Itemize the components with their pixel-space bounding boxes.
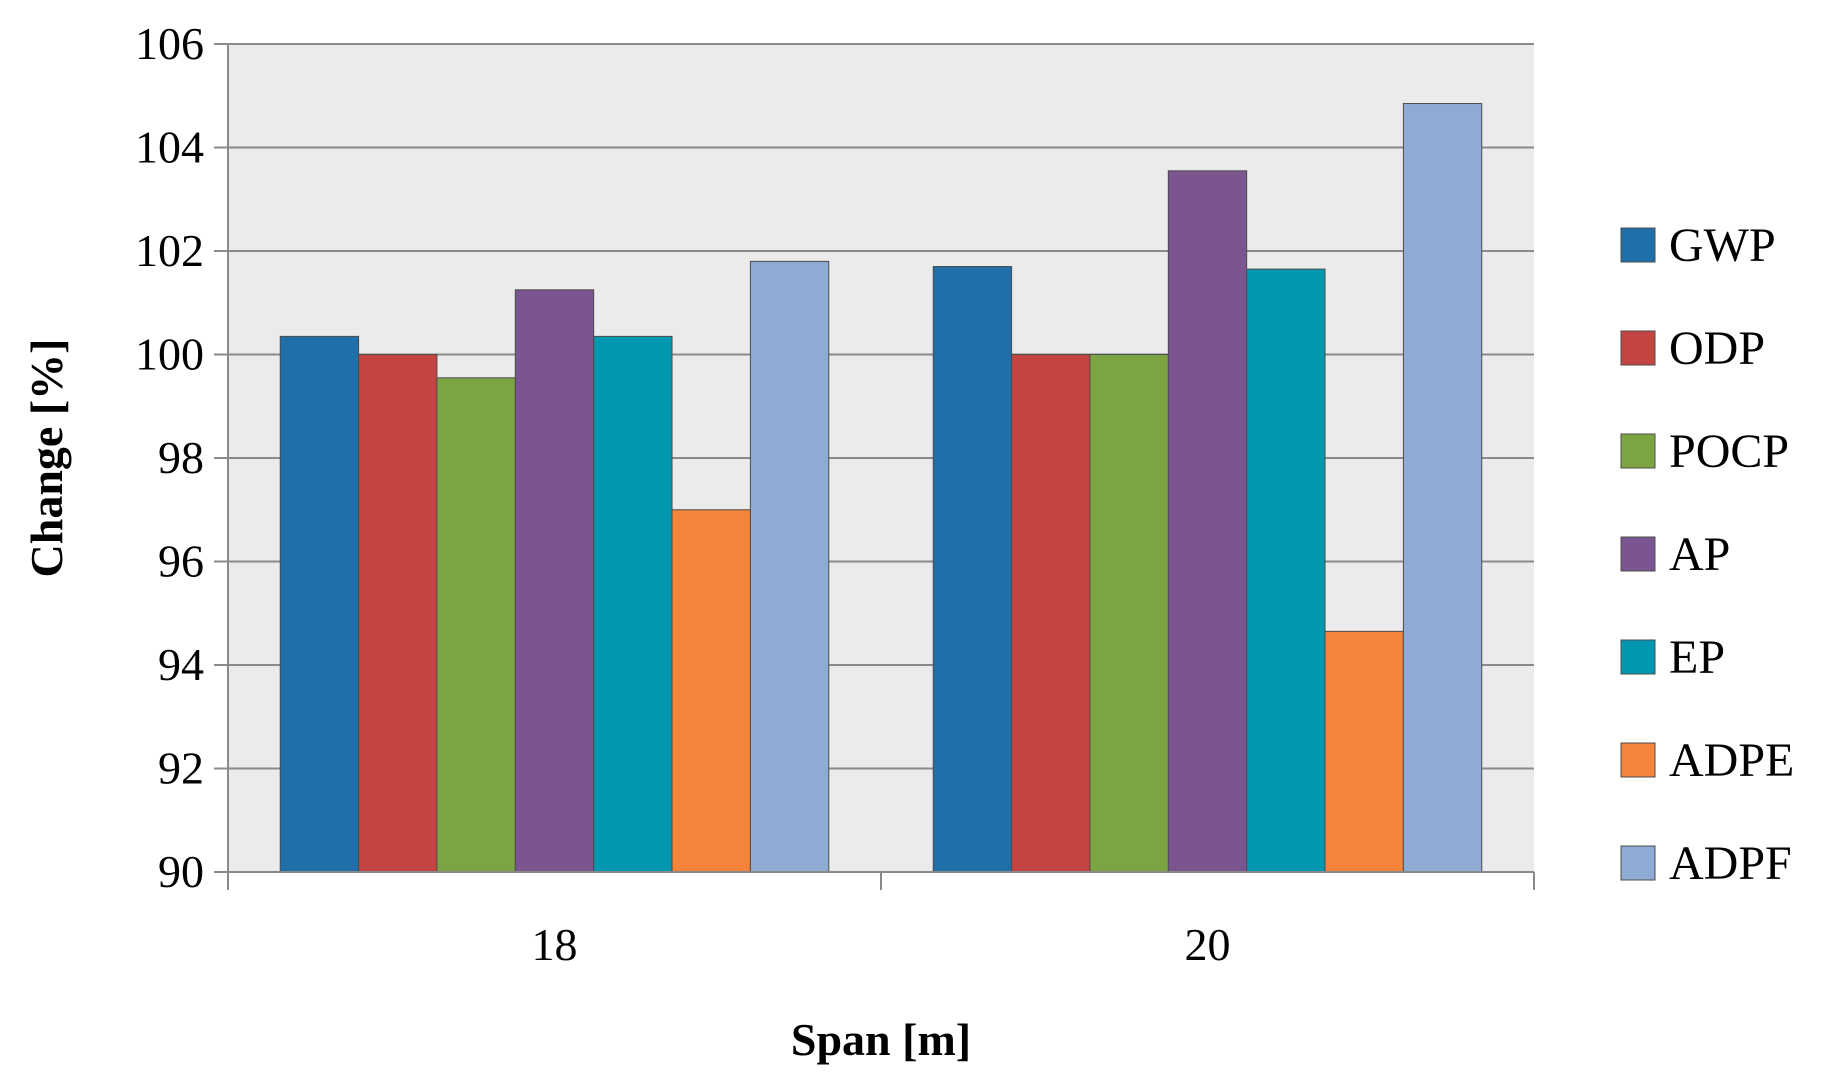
x-tick-labels: 18 20 bbox=[532, 919, 1231, 970]
y-axis-title: Change [%] bbox=[21, 339, 72, 578]
legend-swatch-odp bbox=[1620, 330, 1656, 366]
bar-odp-20 bbox=[1011, 354, 1091, 873]
bar-adpf-18 bbox=[749, 260, 830, 873]
legend-swatch-adpe bbox=[1620, 742, 1656, 778]
bars bbox=[279, 103, 1483, 873]
x-tick-label: 18 bbox=[532, 919, 578, 970]
y-tick-label: 102 bbox=[135, 225, 204, 276]
axes bbox=[214, 43, 1535, 890]
y-tick-label: 92 bbox=[158, 743, 204, 794]
bar-pocp-18 bbox=[436, 377, 516, 873]
legend-label-gwp: GWP bbox=[1669, 219, 1776, 272]
legend-label-adpf: ADPF bbox=[1669, 837, 1792, 890]
legend-label-ap: AP bbox=[1669, 528, 1730, 581]
bar-gwp-18 bbox=[279, 335, 360, 873]
legend-swatch-gwp bbox=[1620, 227, 1656, 263]
legend-label-ep: EP bbox=[1669, 631, 1725, 684]
x-tick-label: 20 bbox=[1185, 919, 1231, 970]
bar-ap-20 bbox=[1167, 170, 1248, 873]
y-tick-label: 90 bbox=[158, 846, 204, 897]
bar-pocp-20 bbox=[1089, 354, 1169, 873]
y-tick-label: 100 bbox=[135, 329, 204, 380]
bar-ep-18 bbox=[593, 335, 673, 873]
legend-label-adpe: ADPE bbox=[1669, 734, 1794, 787]
y-tick-label: 94 bbox=[158, 639, 204, 690]
legend-swatch-pocp bbox=[1620, 433, 1656, 469]
legend-label-odp: ODP bbox=[1669, 322, 1765, 375]
legend-swatch-ap bbox=[1620, 536, 1656, 572]
y-tick-label: 98 bbox=[158, 432, 204, 483]
legend-label-pocp: POCP bbox=[1669, 425, 1789, 478]
bar-adpe-20 bbox=[1324, 630, 1404, 873]
y-tick-label: 104 bbox=[135, 122, 204, 173]
bar-odp-18 bbox=[358, 354, 438, 873]
bar-adpf-20 bbox=[1402, 103, 1483, 873]
bar-ap-18 bbox=[514, 289, 595, 873]
bar-ep-20 bbox=[1246, 268, 1326, 873]
legend: GWP ODP POCP AP EP ADPE ADPF bbox=[1620, 219, 1794, 890]
bar-gwp-20 bbox=[932, 266, 1013, 873]
x-axis-title: Span [m] bbox=[791, 1014, 971, 1065]
y-tick-label: 96 bbox=[158, 536, 204, 587]
y-tick-labels: 90 92 94 96 98 100 102 104 106 bbox=[135, 18, 204, 897]
y-tick-label: 106 bbox=[135, 18, 204, 69]
legend-swatch-adpf bbox=[1620, 845, 1656, 881]
legend-swatch-ep bbox=[1620, 639, 1656, 675]
bar-adpe-18 bbox=[671, 509, 751, 873]
